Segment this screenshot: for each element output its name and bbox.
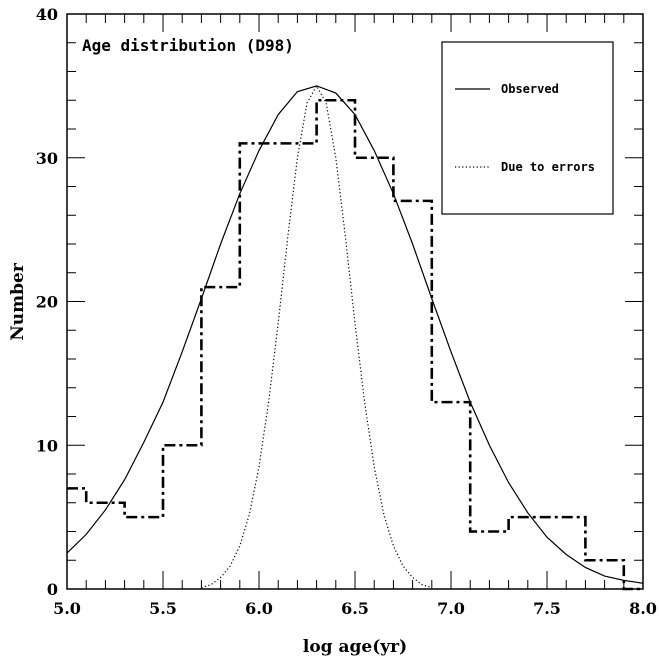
legend-label-observed: Observed — [501, 82, 559, 96]
plot-frame — [66, 13, 644, 590]
legend: Observed Due to errors — [441, 41, 614, 215]
legend-label-due-to-errors: Due to errors — [501, 160, 595, 174]
histogram-steps — [67, 98, 643, 591]
observed-curve — [66, 85, 644, 584]
x-tick-label: 5.0 — [53, 599, 81, 618]
x-tick-label: 5.5 — [149, 599, 177, 618]
y-axis-label: Number — [8, 262, 28, 341]
x-tick-label: 6.0 — [245, 599, 273, 618]
x-tick-label: 7.0 — [437, 599, 465, 618]
chart-title: Age distribution (D98) — [82, 36, 294, 55]
x-tick-label: 7.5 — [533, 599, 561, 618]
axis-ticks — [66, 13, 644, 590]
curve-layer — [66, 84, 644, 589]
y-tick-label: 30 — [36, 149, 58, 168]
y-tick-label: 10 — [36, 436, 58, 455]
y-tick-label: 20 — [36, 293, 58, 312]
legend-box — [441, 41, 614, 215]
histogram-layer — [67, 98, 643, 591]
y-tick-label: 40 — [36, 5, 58, 24]
x-axis-label: log age(yr) — [303, 637, 407, 657]
x-tick-label: 8.0 — [629, 599, 657, 618]
x-tick-label: 6.5 — [341, 599, 369, 618]
y-tick-label: 0 — [47, 580, 58, 599]
axis-tick-labels: 5.0 5.5 6.0 6.5 7.0 7.5 8.0 0 10 20 30 40 — [36, 5, 657, 618]
